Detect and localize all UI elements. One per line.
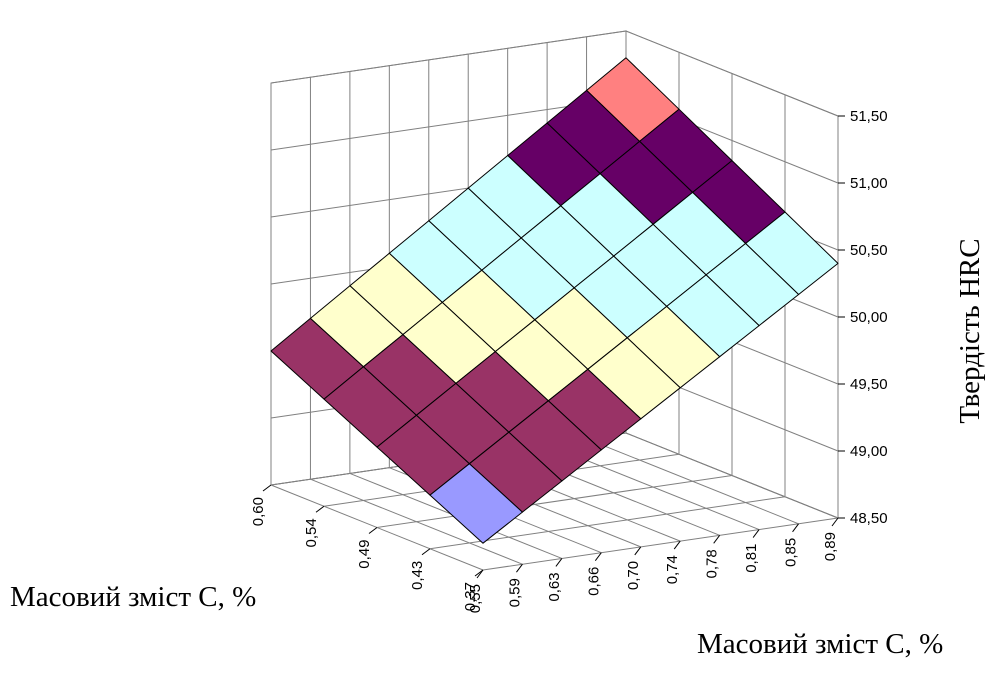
y-tick-mark [262, 484, 272, 492]
floor-gridline-y [482, 517, 839, 571]
y-tick-mark [421, 548, 431, 556]
x-tick-label: 0,89 [822, 532, 839, 561]
x-tick-label: 0,66 [585, 567, 602, 596]
z-tick-label: 51,50 [850, 108, 888, 125]
floor-gridline-y [429, 496, 786, 550]
z-tick-label: 50,00 [850, 309, 888, 326]
y-tick-label: 0,54 [303, 518, 320, 547]
x-tick-label: 0,63 [546, 572, 563, 601]
y-tick-label: 0,43 [409, 561, 426, 590]
y-tick-mark [474, 569, 484, 577]
y-tick-label: 0,49 [356, 540, 373, 569]
x-tick-label: 0,74 [664, 555, 681, 584]
surface-cell [429, 463, 523, 544]
y-tick-label: 0,60 [250, 497, 267, 526]
x-tick-label: 0,55 [467, 584, 484, 613]
y-axis-title: Масовий зміст C, % [10, 581, 256, 613]
x-tick-mark [792, 523, 799, 533]
x-tick-mark [831, 517, 839, 527]
z-tick-label: 50,50 [850, 242, 888, 259]
x-tick-mark [634, 546, 642, 556]
y-tick-mark [368, 527, 378, 534]
x-tick-label: 0,59 [506, 578, 523, 607]
z-tick-label: 48,50 [850, 510, 888, 527]
x-tick-mark [673, 540, 681, 550]
x-tick-label: 0,81 [743, 544, 760, 573]
floor-gridline-y [376, 475, 733, 528]
z-tick-label: 49,00 [850, 443, 888, 460]
x-tick-label: 0,70 [625, 561, 642, 590]
y-tick-mark [315, 505, 325, 513]
x-tick-label: 0,78 [704, 549, 721, 578]
x-tick-mark [752, 529, 760, 538]
y-tick-label: 0,37 [462, 582, 479, 611]
x-tick-mark [516, 563, 523, 573]
x-tick-mark [594, 552, 602, 561]
x-tick-mark [555, 558, 563, 567]
x-tick-label: 0,85 [783, 538, 800, 567]
z-axis-title: Твердість HRC [954, 238, 986, 423]
x-tick-mark [713, 535, 721, 544]
z-tick-label: 51,00 [850, 175, 888, 192]
surface-plot [270, 57, 839, 544]
x-axis-title: Масовий зміст C, % [697, 628, 943, 660]
z-tick-label: 49,50 [850, 376, 888, 393]
